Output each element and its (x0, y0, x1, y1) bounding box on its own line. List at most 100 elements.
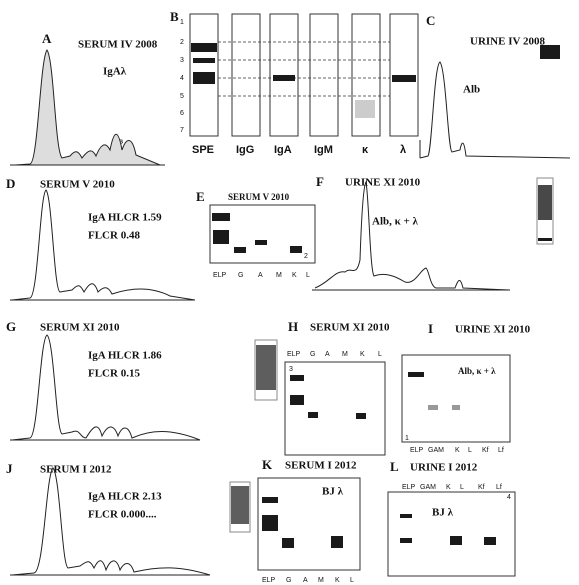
densitometry-curve (12, 190, 195, 300)
panel-title: SERUM XI 2010 (40, 322, 120, 334)
lane-label: GAM (420, 484, 436, 491)
lane-label: K (446, 484, 451, 491)
gel-band (234, 247, 246, 253)
lane-label: κ (362, 144, 369, 156)
gel-band (212, 213, 230, 221)
lane-label: ELP (213, 272, 227, 279)
note: 3 (289, 366, 293, 373)
gel-band (231, 486, 249, 524)
lane-label: K (292, 272, 297, 279)
panel-letter: D (6, 176, 15, 191)
panel-title: URINE XI 2010 (455, 324, 531, 336)
note: IgA HLCR 2.13 (88, 491, 162, 503)
lane-label: IgA (274, 144, 292, 156)
densitometry-curve (12, 468, 210, 575)
panel-d: D SERUM V 2010 IgA HLCR 1.59 FLCR 0.48 (6, 176, 195, 300)
lane-number: 7 (180, 127, 184, 134)
lane-number: 2 (180, 39, 184, 46)
note: IgA HLCR 1.86 (88, 350, 162, 362)
panel-title: URINE IV 2008 (470, 36, 545, 48)
note: Alb, κ + λ (372, 216, 418, 228)
lane-label: ELP (402, 484, 416, 491)
gel-smear (355, 100, 375, 118)
lane-label: L (468, 447, 472, 454)
gel-band (392, 75, 416, 82)
lane-label: L (350, 577, 354, 584)
gel-band (450, 536, 462, 545)
lane-label: G (310, 351, 315, 358)
densitometry-curve (15, 50, 160, 165)
gel-band (538, 238, 552, 241)
panel-c: C URINE IV 2008 Alb (420, 13, 570, 158)
lane-label: IgM (314, 144, 333, 156)
gel-band (428, 405, 438, 410)
note: BJ λ (322, 486, 344, 498)
panel-g: G SERUM XI 2010 IgA HLCR 1.86 FLCR 0.15 (6, 319, 200, 440)
densitometry-curve (420, 62, 570, 158)
panel-letter: F (316, 174, 324, 189)
lane-label: ELP (262, 577, 276, 584)
lane-label: L (460, 484, 464, 491)
lane-number: 5 (180, 93, 184, 100)
panel-letter: E (196, 189, 205, 204)
gel-band (193, 58, 215, 63)
panel-title: SERUM V 2010 (228, 192, 290, 202)
lane-number: 6 (180, 110, 184, 117)
panel-letter: I (428, 321, 433, 336)
lane-label: Lf (496, 484, 502, 491)
note: Alb (463, 84, 480, 96)
note: BJ λ (432, 507, 454, 519)
gel-band (356, 413, 366, 419)
gel-band (256, 345, 276, 390)
gel-band (400, 514, 412, 518)
gel-band (213, 230, 229, 244)
panel-b: B 1 2 3 4 5 6 7 SPE IgG IgA IgM κ λ (170, 9, 418, 156)
panel-title: SERUM XI 2010 (310, 322, 390, 334)
note: 2 (304, 253, 308, 260)
figure: A SERUM IV 2008 IgAλ B B 1 2 3 4 5 6 7 S… (0, 0, 579, 585)
lane-label: L (306, 272, 310, 279)
gel-band (484, 537, 496, 545)
lane-label: Kf (478, 484, 485, 491)
gel-band (538, 185, 552, 220)
gel-band (540, 45, 560, 59)
panel-title: URINE XI 2010 (345, 177, 421, 189)
panel-letter: L (390, 459, 399, 474)
panel-title: URINE I 2012 (410, 462, 478, 474)
gel-band (273, 75, 295, 81)
lane-label: G (286, 577, 291, 584)
panel-letter: B (170, 9, 179, 24)
gel-band (290, 375, 304, 381)
gel-band (282, 538, 294, 548)
panel-e: E SERUM V 2010 2 ELP G A M K L (196, 189, 315, 279)
note: FLCR 0.15 (88, 368, 140, 380)
lane-label: ELP (287, 351, 301, 358)
panel-letter: H (288, 319, 298, 334)
note: Alb, κ + λ (458, 366, 496, 376)
lane-label: A (258, 272, 263, 279)
lane-label: λ (400, 144, 406, 156)
panel-l: L URINE I 2012 ELP GAM K L Kf Lf 4 BJ λ (388, 459, 515, 576)
lane-label: K (335, 577, 340, 584)
gel-frame (388, 492, 515, 576)
gel-band (452, 405, 460, 410)
lane-label: Kf (482, 447, 489, 454)
lane-label: Lf (498, 447, 504, 454)
lane-label: M (342, 351, 348, 358)
lane-label: G (238, 272, 243, 279)
lane-label: IgG (236, 144, 254, 156)
gel-band (331, 536, 343, 548)
lane-label: GAM (428, 447, 444, 454)
panel-f: F URINE XI 2010 Alb, κ + λ (312, 174, 553, 290)
gel-band (262, 497, 278, 503)
panel-title: SERUM I 2012 (285, 460, 357, 472)
panel-j: J SERUM I 2012 IgA HLCR 2.13 FLCR 0.000.… (6, 461, 250, 575)
gel-band (193, 72, 215, 84)
lane-label: ELP (410, 447, 424, 454)
panel-a: A SERUM IV 2008 IgAλ B (10, 31, 165, 165)
gel-band (308, 412, 318, 418)
lane-number: 1 (180, 19, 184, 26)
gel-band (400, 538, 412, 543)
panel-h: H SERUM XI 2010 ELP G A M K L 3 (255, 319, 390, 455)
gel-band (191, 43, 217, 52)
